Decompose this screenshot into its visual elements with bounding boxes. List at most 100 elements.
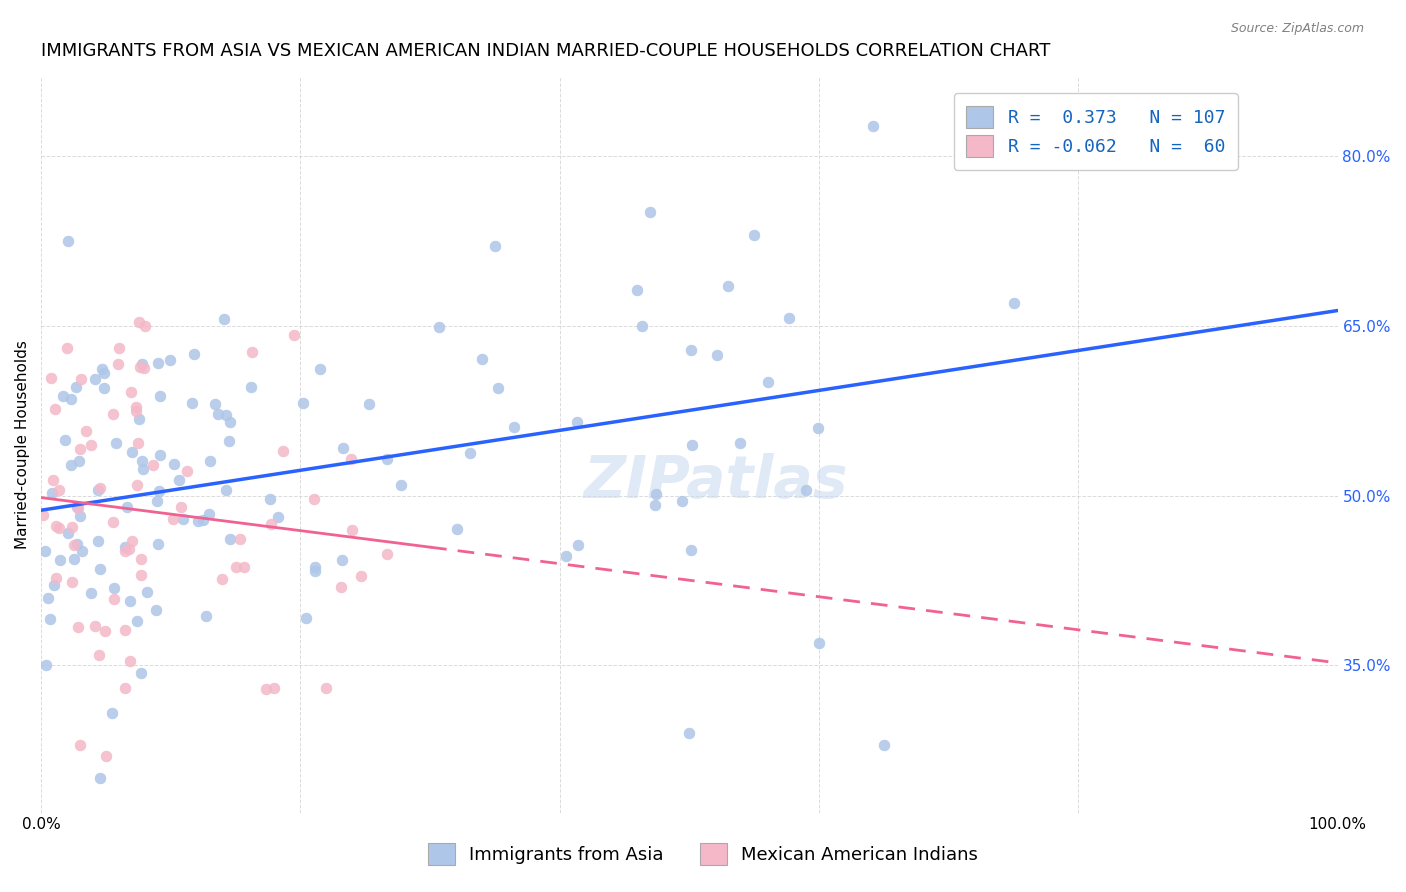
Point [56, 235, 79, 249]
Point [60, 519, 83, 533]
Point [170, 500, 193, 514]
Point [567, 538, 589, 552]
Point [315, 681, 337, 695]
Point [60, 458, 83, 473]
Point [94, 624, 117, 638]
Point [114, 623, 136, 637]
Point [862, 119, 884, 133]
Point [778, 311, 800, 326]
Point [503, 420, 526, 434]
Point [63, 552, 86, 566]
Point [34, 544, 56, 558]
Point [332, 441, 354, 455]
Point [66, 537, 89, 551]
Point [309, 361, 332, 376]
Point [645, 486, 668, 500]
Point [132, 360, 155, 375]
Point [728, 436, 751, 450]
Y-axis label: Married-couple Households: Married-couple Households [15, 340, 30, 549]
Point [69, 442, 91, 456]
Point [146, 493, 169, 508]
Point [125, 403, 148, 417]
Point [114, 681, 136, 696]
Point [103, 407, 125, 421]
Point [218, 434, 240, 449]
Point [375, 451, 398, 466]
Point [212, 311, 235, 326]
Point [131, 454, 153, 468]
Point [44, 402, 66, 417]
Point [60, 575, 83, 590]
Point [45, 518, 67, 533]
Point [146, 356, 169, 370]
Point [159, 353, 181, 368]
Point [142, 458, 165, 472]
Point [240, 380, 263, 394]
Point [89, 772, 111, 786]
Point [35, 658, 58, 673]
Point [808, 636, 831, 650]
Point [134, 318, 156, 333]
Point [48, 521, 70, 535]
Point [263, 681, 285, 695]
Point [259, 491, 281, 506]
Point [211, 572, 233, 586]
Point [357, 397, 380, 411]
Point [162, 512, 184, 526]
Point [218, 415, 240, 429]
Point [458, 445, 481, 459]
Point [758, 375, 780, 389]
Point [304, 564, 326, 578]
Point [65, 380, 87, 394]
Point [114, 540, 136, 554]
Point [42, 473, 65, 487]
Point [631, 318, 654, 333]
Point [132, 462, 155, 476]
Point [240, 344, 263, 359]
Point [195, 609, 218, 624]
Point [87, 648, 110, 662]
Point [108, 342, 131, 356]
Point [89, 562, 111, 576]
Point [45, 571, 67, 585]
Point [129, 360, 152, 375]
Point [37, 591, 59, 605]
Point [233, 560, 256, 574]
Point [283, 327, 305, 342]
Point [60, 392, 83, 407]
Point [471, 351, 494, 366]
Point [103, 581, 125, 595]
Point [1171, 149, 1194, 163]
Point [626, 284, 648, 298]
Point [267, 510, 290, 524]
Point [131, 357, 153, 371]
Point [375, 547, 398, 561]
Point [89, 481, 111, 495]
Point [148, 483, 170, 498]
Point [484, 239, 506, 253]
Point [640, 205, 662, 219]
Point [446, 522, 468, 536]
Point [104, 436, 127, 450]
Point [118, 594, 141, 608]
Point [339, 451, 361, 466]
Point [163, 458, 186, 472]
Text: IMMIGRANTS FROM ASIA VS MEXICAN AMERICAN INDIAN MARRIED-COUPLE HOUSEHOLDS CORREL: IMMIGRANTS FROM ASIA VS MEXICAN AMERICAN… [41, 42, 1050, 60]
Point [87, 533, 110, 548]
Point [94, 748, 117, 763]
Point [145, 602, 167, 616]
Point [131, 567, 153, 582]
Point [93, 366, 115, 380]
Point [31, 508, 53, 522]
Point [103, 515, 125, 529]
Point [72, 544, 94, 558]
Point [873, 738, 896, 752]
Point [87, 483, 110, 497]
Legend: R =  0.373   N = 107, R = -0.062   N =  60: R = 0.373 N = 107, R = -0.062 N = 60 [953, 93, 1237, 169]
Point [706, 348, 728, 362]
Point [302, 491, 325, 506]
Point [149, 449, 172, 463]
Text: ZIPatlas: ZIPatlas [583, 453, 848, 510]
Point [120, 384, 142, 399]
Point [42, 578, 65, 592]
